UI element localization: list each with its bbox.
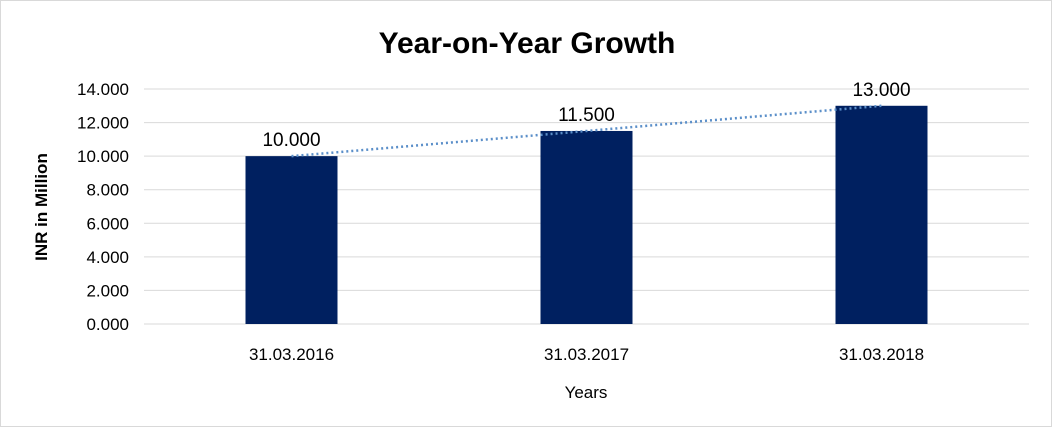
y-tick-label: 0.000 (86, 315, 129, 334)
chart-title: Year-on-Year Growth (379, 27, 676, 60)
x-tick-label: 31.03.2016 (249, 345, 334, 364)
data-label-1: 10.000 (262, 130, 320, 151)
x-tick-label: 31.03.2017 (544, 345, 629, 364)
data-labels: 10.000 11.500 13.000 (262, 80, 910, 151)
x-axis-ticks: 31.03.2016 31.03.2017 31.03.2018 (249, 345, 924, 364)
data-label-3: 13.000 (852, 80, 910, 101)
y-tick-label: 8.000 (86, 181, 129, 200)
bar-1 (245, 156, 338, 324)
y-tick-label: 4.000 (86, 248, 129, 267)
bar-2 (540, 130, 633, 324)
y-axis-ticks: 0.000 2.000 4.000 6.000 8.000 10.000 12.000 14.… (77, 80, 129, 334)
y-tick-label: 10.000 (77, 147, 129, 166)
y-axis-label: INR in Million (32, 153, 51, 261)
y-tick-label: 12.000 (77, 114, 129, 133)
x-tick-label: 31.03.2018 (839, 345, 924, 364)
trendline-group (291, 104, 882, 158)
bar-3 (835, 105, 928, 325)
y-tick-label: 14.000 (77, 80, 129, 99)
data-label-2: 11.500 (558, 105, 615, 126)
bars (245, 105, 928, 325)
y-tick-label: 2.000 (86, 281, 129, 300)
trendline (291, 104, 882, 158)
x-axis-label: Years (565, 383, 608, 402)
y-tick-label: 6.000 (86, 214, 129, 233)
